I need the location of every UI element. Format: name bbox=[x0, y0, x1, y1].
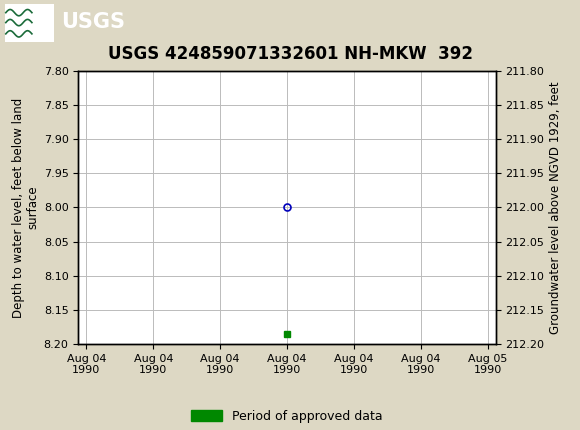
FancyBboxPatch shape bbox=[5, 3, 54, 42]
Text: USGS 424859071332601 NH-MKW  392: USGS 424859071332601 NH-MKW 392 bbox=[107, 45, 473, 63]
Y-axis label: Groundwater level above NGVD 1929, feet: Groundwater level above NGVD 1929, feet bbox=[549, 81, 562, 334]
Legend: Period of approved data: Period of approved data bbox=[186, 405, 388, 428]
Y-axis label: Depth to water level, feet below land
surface: Depth to water level, feet below land su… bbox=[12, 97, 39, 318]
Text: USGS: USGS bbox=[61, 12, 125, 32]
